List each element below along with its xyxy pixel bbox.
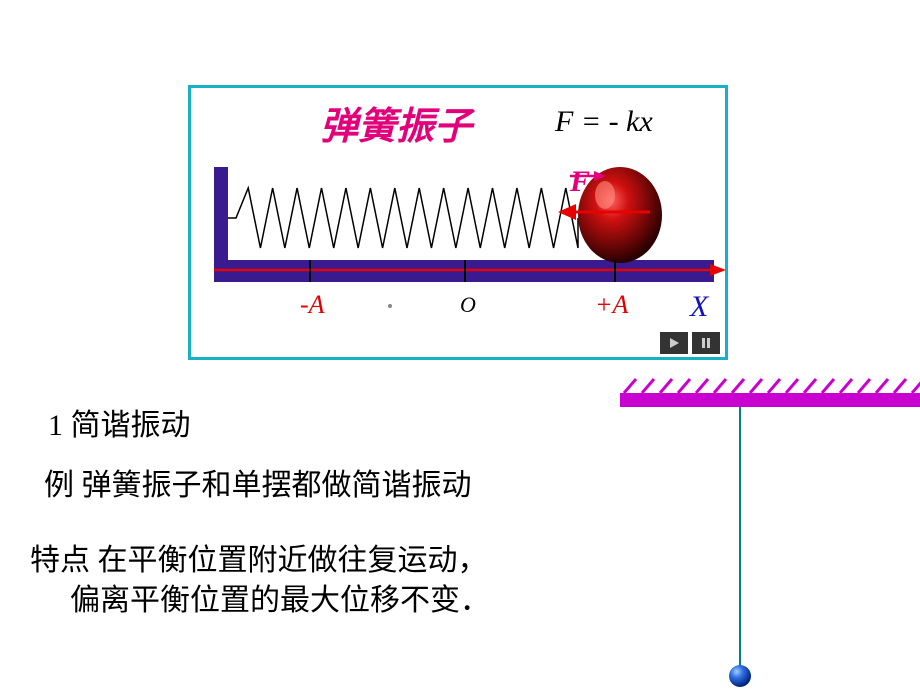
diagram-title: 弹簧振子 <box>320 95 472 150</box>
formula-text: F = - kx <box>555 105 653 139</box>
text-line-2: 例 弹簧振子和单摆都做简谐振动 <box>44 460 472 504</box>
pause-icon <box>700 337 712 349</box>
text-line-4: 偏离平衡位置的最大位移不变． <box>70 575 490 619</box>
play-icon <box>668 337 680 349</box>
label-neg-a: -A <box>300 290 325 320</box>
pause-button[interactable] <box>692 332 720 354</box>
ceiling-hatch <box>624 379 920 393</box>
play-button[interactable] <box>660 332 688 354</box>
text-line-3: 特点 在平衡位置附近做往复运动， <box>30 535 488 579</box>
label-x: X <box>690 290 708 324</box>
ceiling-bar <box>620 393 920 407</box>
text-line-1: 1 简谐振动 <box>48 400 191 444</box>
pendulum-bob <box>729 665 751 687</box>
label-pos-a: +A <box>595 290 628 320</box>
force-label: F <box>570 165 590 199</box>
label-origin: O <box>460 292 476 318</box>
